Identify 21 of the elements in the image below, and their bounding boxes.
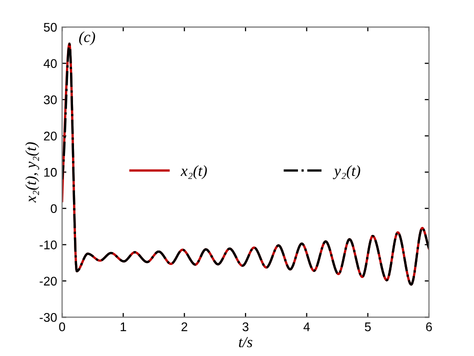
y-tick-label: 30 (44, 95, 57, 104)
y-tick-label: -20 (40, 276, 57, 286)
x-tick-label: 4 (303, 322, 310, 332)
x-tick-label: 0 (59, 322, 66, 332)
y-tick-label: 40 (44, 59, 57, 68)
legend-label: x₂(t) (180, 165, 207, 180)
y-tick-label: -30 (40, 312, 57, 322)
y-tick-label: 50 (44, 22, 57, 32)
x-tick-label: 6 (426, 322, 432, 332)
annotation: (c) (79, 31, 96, 46)
y-axis-title: x₂(t), y₂(t) (25, 142, 40, 203)
x-tick-label: 1 (120, 322, 126, 332)
x-tick-label: 3 (242, 322, 248, 332)
y-tick-label: -10 (40, 240, 57, 250)
x-tick-label: 5 (364, 322, 371, 332)
y-tick-label: 0 (50, 204, 57, 214)
y-tick-label: 10 (44, 168, 57, 177)
legend-label: y₂(t) (332, 165, 360, 180)
x-axis-title: t/s (238, 337, 252, 348)
y-tick-label: 20 (44, 132, 57, 141)
x-tick-label: 2 (182, 322, 188, 332)
